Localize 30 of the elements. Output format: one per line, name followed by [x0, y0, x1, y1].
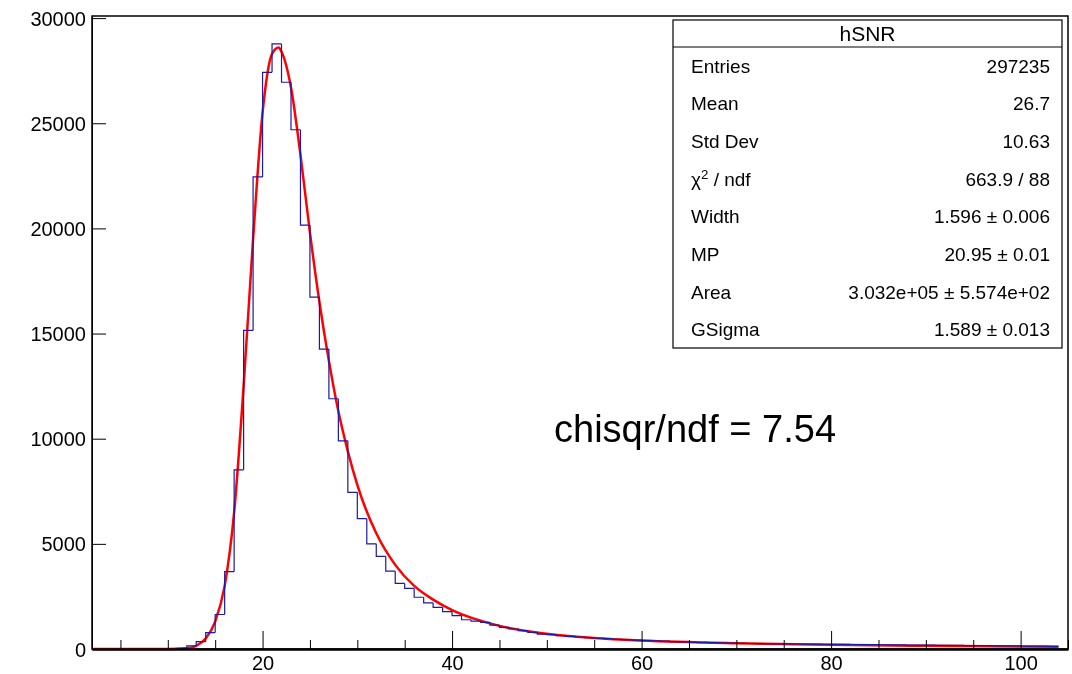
annotation: 10.63: [1002, 131, 1050, 153]
y-tick-label: 20000: [30, 217, 86, 240]
annotation: 1.596 ± 0.006: [933, 206, 1050, 228]
annotation: GSigma: [691, 319, 761, 341]
x-tick-label: 60: [630, 652, 654, 674]
annotation: 663.9 / 88: [965, 168, 1050, 190]
annotation: 26.7: [1013, 93, 1050, 115]
annotation: 297235: [986, 55, 1050, 77]
annotation: 20.95 ± 0.01: [944, 243, 1050, 265]
annotation: hSNR: [839, 22, 896, 45]
annotation: MP: [691, 243, 720, 265]
y-tick-label: 0: [74, 638, 86, 661]
annotation: Width: [691, 206, 740, 228]
x-tick-label: 80: [820, 652, 843, 674]
annotation: 3.032e+05 ± 5.574e+02: [848, 281, 1050, 303]
x-tick-label: 40: [441, 652, 464, 674]
y-tick-label: 30000: [30, 7, 86, 30]
annotation: Std Dev: [691, 131, 760, 153]
x-tick-label: 100: [1004, 652, 1038, 674]
y-tick-label: 25000: [30, 112, 86, 135]
y-tick-label: 10000: [30, 428, 86, 451]
y-tick-label: 5000: [41, 533, 86, 556]
x-tick-label: 20: [251, 652, 275, 674]
annotation: chisqr/ndf = 7.54: [554, 408, 837, 450]
annotation: Entries: [691, 55, 751, 77]
annotation: Mean: [691, 93, 739, 115]
annotation: χ$^{2}$ / ndf: [691, 166, 752, 190]
y-tick-label: 15000: [30, 323, 86, 346]
annotation: 1.589 ± 0.013: [933, 319, 1050, 341]
annotation: Area: [691, 281, 732, 303]
